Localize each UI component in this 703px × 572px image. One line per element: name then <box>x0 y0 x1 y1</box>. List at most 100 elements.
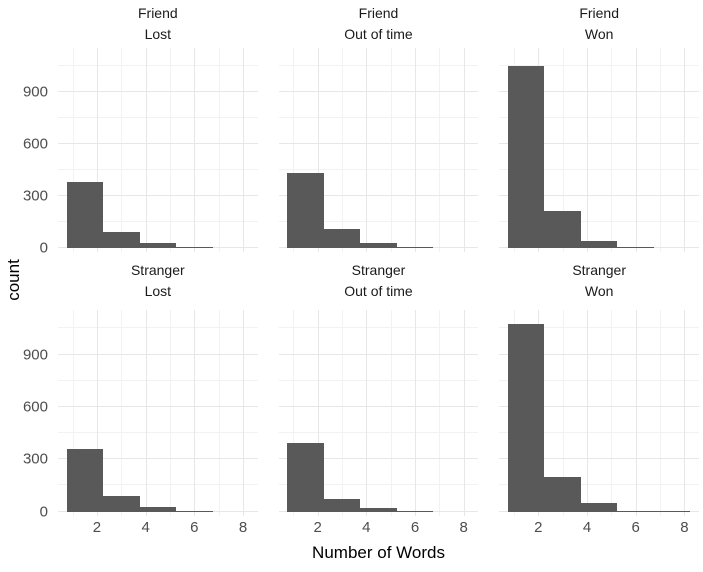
histogram-bar <box>580 240 618 248</box>
facet-strip-row-label: Stranger <box>130 262 185 278</box>
gridline-major-vertical <box>463 48 465 252</box>
gridline-minor-vertical <box>660 48 662 252</box>
x-tick-label: 6 <box>190 519 199 536</box>
gridline-major-vertical <box>463 310 465 516</box>
gridline-major-horizontal <box>278 142 479 144</box>
gridline-major-horizontal <box>499 405 699 407</box>
gridline-minor-horizontal <box>58 484 258 486</box>
gridline-minor-vertical <box>293 48 295 252</box>
gridline-major-vertical <box>317 310 319 516</box>
histogram-bar <box>544 476 581 512</box>
x-tick-label: 6 <box>631 519 640 536</box>
gridline-major-vertical <box>145 310 147 516</box>
facet-strip-stranger-won: Stranger Won <box>499 252 699 310</box>
gridline-minor-vertical <box>611 310 613 516</box>
x-tick-label: 4 <box>141 519 150 536</box>
histogram-panel-friend-lost <box>58 48 258 252</box>
gridline-minor-vertical <box>218 48 220 252</box>
gridline-major-horizontal <box>58 142 258 144</box>
histogram-bar <box>66 448 104 512</box>
facet-strip-row-label: Stranger <box>572 262 627 278</box>
histogram-bar <box>617 510 654 512</box>
histogram-panel-friend-won <box>499 48 699 252</box>
gridline-minor-horizontal <box>278 65 479 67</box>
histogram-bar <box>103 495 140 512</box>
histogram-bar <box>396 510 434 512</box>
gridline-minor-vertical <box>72 310 74 516</box>
gridline-major-vertical <box>635 310 637 516</box>
x-tick-label: 4 <box>362 519 371 536</box>
histogram-bar <box>139 507 177 512</box>
histogram-bar <box>287 442 324 512</box>
y-tick-label: 600 <box>22 135 48 153</box>
facet-strip-row-label: Friend <box>358 5 399 21</box>
histogram-bar <box>139 243 177 248</box>
facet-strip-row-label: Friend <box>579 5 619 21</box>
facet-strip-col-label: Out of time <box>344 26 413 42</box>
gridline-minor-vertical <box>293 310 295 516</box>
histogram-bar <box>507 323 545 512</box>
x-axis-title: Number of Words <box>312 543 445 562</box>
y-tick-label: 900 <box>22 83 48 101</box>
x-axis-ticks-col2: 2 4 6 8 <box>279 516 479 540</box>
gridline-major-vertical <box>96 310 98 516</box>
x-axis-ticks-col3: 2 4 6 8 <box>499 516 699 540</box>
gridline-minor-horizontal <box>499 117 699 119</box>
gridline-major-horizontal <box>278 458 479 460</box>
histogram-bar <box>176 247 213 248</box>
histogram-bar <box>103 232 140 248</box>
gridline-minor-horizontal <box>58 117 258 119</box>
gridline-minor-horizontal <box>499 327 699 329</box>
gridline-minor-vertical <box>439 48 441 252</box>
gridline-major-horizontal <box>499 91 699 93</box>
gridline-major-vertical <box>96 48 98 252</box>
y-tick-label: 300 <box>22 450 48 468</box>
x-tick-label: 8 <box>238 519 248 536</box>
facet-strip-stranger-outoftime: Stranger Out of time <box>279 252 479 310</box>
gridline-minor-horizontal <box>58 65 258 67</box>
gridline-major-horizontal <box>499 458 699 460</box>
histogram-bar <box>66 182 104 248</box>
x-axis-ticks-col1: 2 4 6 8 <box>58 516 258 540</box>
y-axis-ticks-top-row: 0 300 600 900 <box>0 48 58 257</box>
facet-strip-friend-outoftime: Friend Out of time <box>279 0 479 48</box>
y-tick-label: 300 <box>22 187 48 205</box>
gridline-major-vertical <box>194 310 196 516</box>
gridline-minor-horizontal <box>499 432 699 434</box>
histogram-bar <box>360 508 397 512</box>
gridline-minor-vertical <box>562 310 564 516</box>
y-axis-ticks-bottom-row: 0 300 600 900 <box>0 310 58 520</box>
gridline-major-vertical <box>366 48 368 252</box>
gridline-minor-vertical <box>390 310 392 516</box>
gridline-minor-horizontal <box>278 379 479 381</box>
facet-strip-col-label: Lost <box>144 26 172 42</box>
facet-strip-stranger-lost: Stranger Lost <box>58 252 258 310</box>
gridline-major-vertical <box>586 48 588 252</box>
y-tick-label: 0 <box>39 239 48 257</box>
gridline-minor-vertical <box>170 48 171 252</box>
gridline-minor-horizontal <box>278 484 479 486</box>
gridline-major-horizontal <box>278 91 479 93</box>
histogram-panel-stranger-won <box>499 310 699 516</box>
gridline-major-vertical <box>415 48 417 252</box>
facet-strip-col-label: Won <box>584 26 614 42</box>
gridline-minor-horizontal <box>499 220 699 222</box>
gridline-minor-vertical <box>121 310 123 516</box>
gridline-major-vertical <box>145 48 147 252</box>
gridline-major-vertical <box>243 48 245 252</box>
gridline-minor-vertical <box>121 48 123 252</box>
gridline-major-horizontal <box>499 194 699 196</box>
y-tick-label: 900 <box>22 346 48 364</box>
gridline-minor-vertical <box>562 48 564 252</box>
x-tick-label: 2 <box>313 519 322 536</box>
facet-strip-col-label: Won <box>584 283 614 299</box>
gridline-minor-vertical <box>341 48 343 252</box>
histogram-panel-stranger-lost <box>58 310 258 516</box>
histogram-bar <box>544 211 581 248</box>
gridline-minor-horizontal <box>499 484 699 486</box>
gridline-minor-horizontal <box>58 168 258 170</box>
gridline-minor-vertical <box>390 48 392 252</box>
gridline-minor-horizontal <box>58 327 258 329</box>
facet-strip-col-label: Out of time <box>344 283 413 299</box>
y-tick-label: 600 <box>22 398 48 416</box>
